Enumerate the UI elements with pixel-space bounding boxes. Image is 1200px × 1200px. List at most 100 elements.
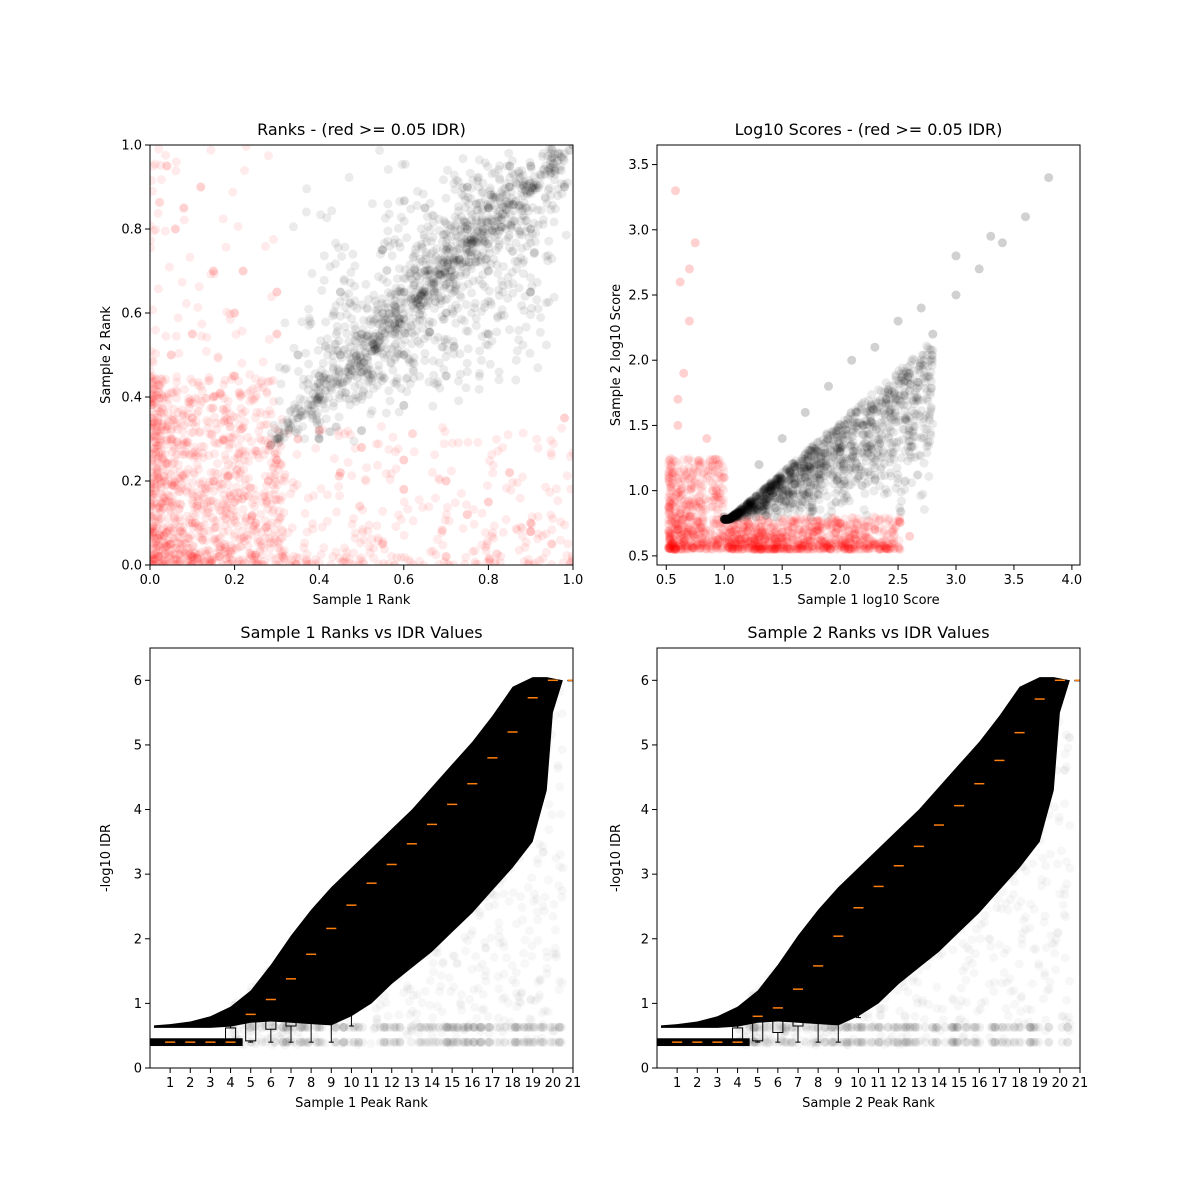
x-tick-label: 20 — [545, 1076, 562, 1091]
x-tick-label: 1.0 — [714, 573, 735, 588]
scores-series-0-point — [690, 238, 700, 248]
sample2-idr-ylabel: -log10 IDR — [609, 824, 624, 892]
y-tick-label: 2 — [641, 932, 649, 947]
ranks-series-0-point — [335, 468, 345, 478]
ranks-title: Ranks - (red >= 0.05 IDR) — [257, 120, 466, 139]
ranks-series-1-point — [420, 266, 430, 276]
ranks-series-1-point — [483, 329, 493, 339]
ranks-series-0-point — [462, 510, 472, 520]
y-tick-label: 3.0 — [628, 223, 649, 238]
y-tick-label: 3 — [134, 868, 142, 883]
ranks-series-0-point — [560, 413, 569, 423]
ranks-series-0-point — [196, 182, 206, 192]
ranks-series-1-point — [293, 350, 303, 360]
box-16 — [466, 779, 478, 854]
box-18 — [1014, 728, 1026, 814]
x-tick-label: 1.0 — [563, 573, 584, 588]
scores-series-0-point — [675, 277, 685, 287]
y-tick-label: 0.5 — [628, 549, 649, 564]
ranks-series-1-point — [293, 413, 303, 423]
scores-ylabel: Sample 2 log10 Score — [609, 284, 624, 426]
y-tick-label: 0 — [641, 1062, 649, 1077]
ranks-series-1-point — [357, 426, 366, 436]
x-tick-label: 5 — [247, 1076, 255, 1091]
box-14 — [933, 820, 945, 891]
scores-series-0-cloud — [664, 453, 905, 554]
ranks-series-1-point — [547, 153, 557, 163]
x-tick-label: 5 — [754, 1076, 762, 1091]
ranks-series-1-point — [357, 329, 366, 339]
ranks-series-0-point — [238, 266, 248, 276]
ranks-series-0-point — [526, 518, 536, 528]
scores-series-0-point — [713, 460, 723, 470]
ranks-series-1-point — [483, 266, 493, 276]
box-1 — [164, 1041, 176, 1044]
ranks-series-1-point — [335, 287, 345, 297]
x-tick-label: 0.6 — [393, 573, 414, 588]
scores-series-0-point — [684, 264, 694, 274]
ranks-series-1-point — [399, 287, 409, 297]
y-tick-label: 4 — [134, 803, 142, 818]
sample1-idr-title: Sample 1 Ranks vs IDR Values — [240, 623, 482, 642]
ranks-series-0-point — [272, 287, 282, 297]
ranks-series-0-point — [441, 552, 451, 562]
x-tick-label: 0.4 — [309, 573, 330, 588]
ranks-series-1-point — [560, 182, 569, 192]
box-17 — [993, 756, 1005, 842]
scores-series-1-point — [789, 473, 799, 483]
scores-series-1-point — [742, 499, 752, 509]
scores-series-1-point — [777, 434, 787, 443]
y-tick-label: 0.4 — [121, 391, 142, 406]
box-3 — [711, 1041, 723, 1044]
scores-series-1-point — [858, 420, 868, 430]
ranks-series-0-point — [483, 497, 493, 507]
x-tick-label: 0.8 — [478, 573, 499, 588]
scores-series-1-point — [812, 460, 822, 470]
sample2-idr-outliers — [745, 1022, 1073, 1047]
box-21 — [567, 679, 573, 682]
box-15 — [446, 802, 458, 869]
x-tick-label: 16 — [464, 1076, 481, 1091]
x-tick-label: 0.0 — [140, 573, 161, 588]
box-8 — [812, 954, 824, 1043]
x-tick-label: 4.0 — [1062, 573, 1083, 588]
x-tick-label: 9 — [834, 1076, 842, 1091]
ranks-series-1-point — [547, 145, 557, 154]
box-12 — [893, 860, 905, 946]
box-4 — [225, 1024, 237, 1043]
ranks-series-1-cloud — [266, 145, 573, 450]
ranks-series-0-point — [399, 484, 409, 494]
x-tick-label: 13 — [911, 1076, 928, 1091]
box-1 — [671, 1041, 683, 1044]
sample1-idr-axes-frame — [149, 647, 574, 1069]
scores-series-1-point — [974, 264, 984, 274]
x-tick-label: 3.0 — [946, 573, 967, 588]
scores-series-1-point — [800, 407, 810, 417]
x-tick-label: 6 — [774, 1076, 782, 1091]
x-tick-label: 1.5 — [772, 573, 793, 588]
box-19 — [527, 694, 539, 777]
y-tick-label: 0.8 — [121, 223, 142, 238]
ranks-series-0-point — [441, 476, 451, 486]
y-tick-label: 6 — [134, 674, 142, 689]
x-tick-label: 6 — [267, 1076, 275, 1091]
ranks-series-1-point — [378, 308, 388, 318]
x-tick-label: 7 — [794, 1076, 802, 1091]
scores-series-0-point — [673, 420, 683, 430]
ranks-plot-area — [150, 145, 573, 565]
scores-panel: 0.5 1.0 1.5 2.0 2.5 3.0 3.5 4.0 0.5 1.0 1.5 2.0 2.5 3… — [609, 120, 1082, 608]
ranks-series-1-point — [335, 350, 345, 360]
ranks-series-1-point — [378, 245, 388, 255]
ranks-series-0-point — [263, 476, 273, 486]
scores-series-1-point — [754, 460, 764, 470]
y-tick-label: 4 — [641, 803, 649, 818]
scores-series-1-point — [719, 512, 729, 522]
ranks-series-0-cloud — [150, 145, 573, 565]
y-tick-label: 1 — [641, 997, 649, 1012]
scores-series-0-point — [679, 368, 689, 378]
scores-series-1-point — [1044, 173, 1054, 183]
x-tick-label: 17 — [484, 1076, 501, 1091]
x-tick-label: 11 — [870, 1076, 887, 1091]
scores-series-0-point — [673, 394, 683, 404]
sample1-idr-scatter-band — [154, 677, 563, 1028]
